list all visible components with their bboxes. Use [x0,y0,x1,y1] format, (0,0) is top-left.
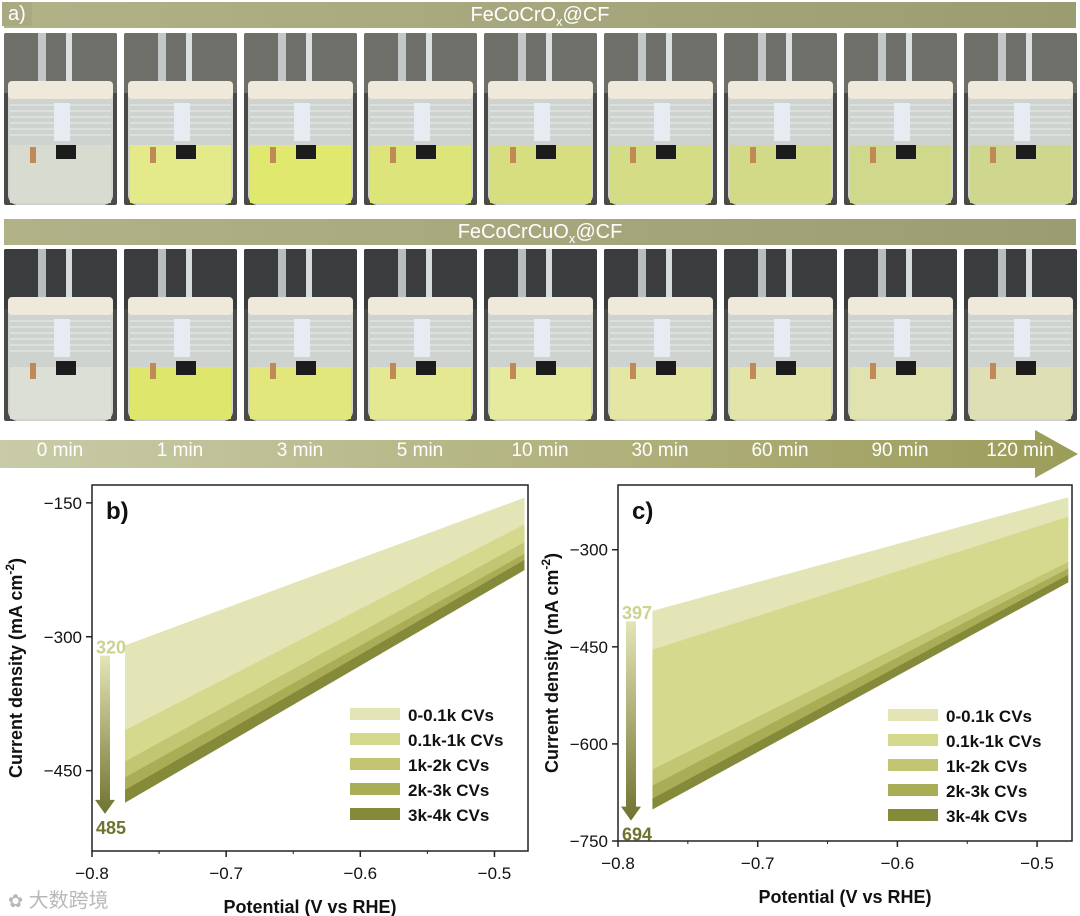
row1-title-band: FeCoCrOx@CF [4,2,1076,29]
electrolysis-photo [844,33,957,205]
trend-arrow [95,655,115,814]
electrolysis-photo [364,249,477,421]
timeline-label: 10 min [511,440,569,461]
series-band-5 [652,574,1069,810]
legend-swatch [888,809,938,821]
x-tick-label: −0.8 [75,864,109,883]
x-tick-label: −0.6 [881,854,915,873]
electrolysis-photo [4,33,117,205]
timeline-label: 3 min [276,440,324,461]
series-band-1 [125,497,525,732]
y-tick-label: −750 [570,832,608,851]
x-tick-label: −0.7 [741,854,775,873]
y-axis-label: Current density (mA cm-2) [540,553,562,773]
electrolysis-photo [484,249,597,421]
watermark: ✿ 大数跨境 [8,884,109,913]
legend-swatch [350,708,400,720]
electrolysis-photo [124,33,237,205]
row1-title-suffix: @CF [562,4,610,26]
plot-frame [91,484,529,852]
legend-swatch [350,758,400,770]
legend-label: 1k-2k CVs [946,757,1027,776]
legend-swatch [888,784,938,796]
electrolysis-photo [244,33,357,205]
timeline-label: 30 min [631,440,689,461]
electrolysis-photo [724,249,837,421]
legend-swatch [888,709,938,721]
legend-label: 1k-2k CVs [408,756,489,775]
legend-swatch [350,783,400,795]
watermark-text: 大数跨境 [28,890,109,912]
legend-swatch [350,808,400,820]
legend-swatch [888,759,938,771]
electrolysis-photo [604,33,717,205]
timeline-label: 5 min [396,440,444,461]
legend-label: 2k-3k CVs [408,781,489,800]
electrolysis-photo [4,249,117,421]
row2-title-suffix: @CF [575,221,623,243]
legend-swatch [350,733,400,745]
row2-title: FeCoCrCuO [457,221,569,243]
legend-label: 0-0.1k CVs [946,707,1032,726]
chart-c: −0.8 −0.7 −0.6 −0.5 −300 −450 −600 −750 Potentia… [540,484,1073,907]
y-tick-label: −300 [570,541,608,560]
timeline-label: 60 min [751,440,809,461]
chart-b: −0.8 −0.7 −0.6 −0.5 −150 −300 −450 Potential (V… [3,484,529,916]
timeline-label: 90 min [871,440,929,461]
y-tick-label: −450 [44,762,82,781]
series-band-5 [125,560,525,803]
electrolysis-photo [724,33,837,205]
arrow-top-label: 320 [96,638,126,658]
watermark-logo-icon: ✿ [8,891,24,911]
legend-label: 2k-3k CVs [946,782,1027,801]
row2-title-band: FeCoCrCuOx@CF [4,219,1076,246]
electrolysis-photo [604,249,717,421]
electrolysis-photo [484,33,597,205]
x-axis-label: Potential (V vs RHE) [223,897,396,916]
trend-arrow [621,621,641,821]
legend-label: 0.1k-1k CVs [946,732,1041,751]
legend-label: 0-0.1k CVs [408,706,494,725]
electrolysis-photo [124,249,237,421]
x-tick-label: −0.6 [344,864,378,883]
legend-label: 3k-4k CVs [408,806,489,825]
legend-label: 0.1k-1k CVs [408,731,503,750]
y-axis-label: Current density (mA cm-2) [3,558,26,778]
y-tick-label: −300 [44,628,82,647]
x-tick-label: −0.7 [209,864,243,883]
x-tick-label: −0.5 [478,864,512,883]
timeline-label: 0 min [36,440,84,461]
y-tick-label: −150 [44,494,82,513]
x-tick-label: −0.5 [1020,854,1054,873]
x-axis-label: Potential (V vs RHE) [758,887,931,907]
panel-label: b) [106,498,129,525]
x-tick-label: −0.8 [601,854,635,873]
timeline-label: 120 min [986,440,1054,461]
electrolysis-photo [244,249,357,421]
row2-title-sub: x [568,231,576,246]
timeline-arrow [0,430,1078,478]
arrow-bottom-label: 694 [622,825,652,845]
arrow-bottom-label: 485 [96,818,126,838]
y-tick-label: −450 [570,638,608,657]
legend-label: 3k-4k CVs [946,807,1027,826]
legend-swatch [888,734,938,746]
electrolysis-photo [964,33,1077,205]
row1-title-sub: x [556,14,563,29]
arrow-top-label: 397 [622,603,652,623]
panel-label: c) [632,498,653,525]
row1-title: FeCoCrO [470,4,557,26]
electrolysis-photo [844,249,957,421]
y-tick-label: −600 [570,735,608,754]
plot-frame [617,484,1073,842]
electrolysis-photo [364,33,477,205]
electrolysis-photo [964,249,1077,421]
timeline-label: 1 min [156,440,204,461]
panel-a-label: a) [2,2,32,26]
